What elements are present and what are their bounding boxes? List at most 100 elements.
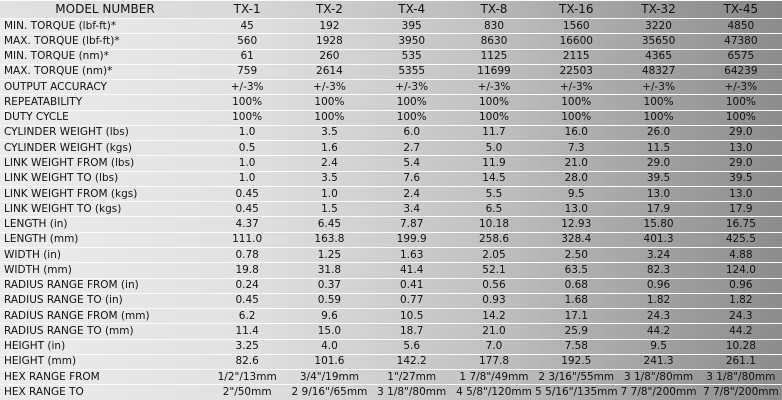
cell-value: 12.93 <box>535 216 618 233</box>
row-label: DUTY CYCLE <box>0 109 206 126</box>
cell-value: 2.4 <box>288 155 371 172</box>
table-row: OUTPUT ACCURACY +/-3% +/-3% +/-3% +/-3% +/-3%… <box>0 79 782 95</box>
table-row: LENGTH (mm) 111.0 163.8 199.9 258.6 328.4 401.… <box>0 231 782 248</box>
cell-value: 6.0 <box>370 124 453 141</box>
cell-value: 101.6 <box>288 353 371 370</box>
table-row: LINK WEIGHT FROM (lbs) 1.0 2.4 5.4 11.9 21.0 2… <box>0 155 782 172</box>
cell-value: 29.0 <box>699 155 782 172</box>
table-row: RADIUS RANGE TO (mm) 11.4 15.0 18.7 21.0 25.9… <box>0 323 782 340</box>
cell-value: 199.9 <box>370 231 453 248</box>
table-row: LENGTH (in) 4.37 6.45 7.87 10.18 12.93 15.80 16… <box>0 216 782 233</box>
cell-value: 100% <box>535 94 618 111</box>
row-label: LINK WEIGHT FROM (lbs) <box>0 155 206 172</box>
cell-value: 21.0 <box>535 155 618 172</box>
table-row: REPEATABILITY 100% 100% 100% 100% 100% 100% 100… <box>0 94 782 111</box>
table-row: RADIUS RANGE FROM (mm) 6.2 9.6 10.5 14.2 17.1… <box>0 308 782 324</box>
cell-value: 5.4 <box>370 155 453 172</box>
table-row: MAX. TORQUE (nm)* 759 2614 5355 11699 22503 48… <box>0 63 782 80</box>
row-label: MIN. TORQUE (lbf-ft)* <box>0 17 206 34</box>
row-label: REPEATABILITY <box>0 94 206 111</box>
cell-value: 3220 <box>617 17 700 34</box>
table-row: LINK WEIGHT FROM (kgs) 0.45 1.0 2.4 5.5 9.5 13… <box>0 185 782 202</box>
table-body: MIN. TORQUE (lbf-ft)* 45 192 395 830 1560 3220… <box>0 17 782 400</box>
cell-value: 4.88 <box>699 246 782 263</box>
cell-value: 10.28 <box>699 338 782 355</box>
cell-value: 11699 <box>452 63 536 80</box>
cell-value: +/-3% <box>206 79 289 95</box>
header-row: MODEL NUMBER TX-1 TX-2 TX-4 TX-8 TX-16 TX-32 TX… <box>0 0 782 19</box>
table-row: CYLINDER WEIGHT (lbs) 1.0 3.5 6.0 11.7 16.0 26… <box>0 124 782 141</box>
cell-value: 16600 <box>535 33 618 50</box>
table-row: RADIUS RANGE FROM (in) 0.24 0.37 0.41 0.56 0.… <box>0 277 782 294</box>
cell-value: 1125 <box>452 48 536 65</box>
cell-value: 0.56 <box>452 277 536 294</box>
cell-value: 1.0 <box>288 185 371 202</box>
cell-value: 2.50 <box>535 246 618 263</box>
table-row: RADIUS RANGE TO (in) 0.45 0.59 0.77 0.93 1.68… <box>0 292 782 309</box>
cell-value: 6575 <box>699 48 782 65</box>
cell-value: 6.2 <box>206 308 289 324</box>
table-row: CYLINDER WEIGHT (kgs) 0.5 1.6 2.7 5.0 7.3 11.5… <box>0 140 782 156</box>
cell-value: 3.25 <box>206 338 289 355</box>
cell-value: 45 <box>206 17 289 34</box>
row-label: MAX. TORQUE (lbf-ft)* <box>0 33 206 50</box>
cell-value: 100% <box>288 94 371 111</box>
cell-value: 5.5 <box>452 185 536 202</box>
cell-value: 1 7/8"/49mm <box>452 369 536 385</box>
cell-value: 0.41 <box>370 277 453 294</box>
cell-value: 7.6 <box>370 170 453 187</box>
cell-value: 1.82 <box>699 292 782 309</box>
cell-value: 1.63 <box>370 246 453 263</box>
cell-value: 3 1/8"/80mm <box>699 369 782 385</box>
cell-value: 425.5 <box>699 231 782 248</box>
cell-value: 830 <box>452 17 536 34</box>
cell-value: 1.0 <box>206 124 289 141</box>
cell-value: 759 <box>206 63 289 80</box>
table-row: HEX RANGE FROM 1/2"/13mm 3/4"/19mm 1"/27mm 1… <box>0 369 782 385</box>
cell-value: 100% <box>617 109 700 126</box>
cell-value: 26.0 <box>617 124 700 141</box>
row-label: LINK WEIGHT TO (lbs) <box>0 170 206 187</box>
cell-value: 100% <box>370 94 453 111</box>
cell-value: 15.0 <box>288 323 371 340</box>
cell-value: 82.6 <box>206 353 289 370</box>
row-label: HEX RANGE FROM <box>0 369 206 385</box>
cell-value: 5.6 <box>370 338 453 355</box>
cell-value: 2"/50mm <box>206 384 289 400</box>
cell-value: 9.5 <box>535 185 618 202</box>
cell-value: 47380 <box>699 33 782 50</box>
cell-value: 3 1/8"/80mm <box>617 369 700 385</box>
row-label: MAX. TORQUE (nm)* <box>0 63 206 80</box>
cell-value: 2614 <box>288 63 371 80</box>
cell-value: 0.45 <box>206 185 289 202</box>
cell-value: 100% <box>452 94 536 111</box>
row-label: MIN. TORQUE (nm)* <box>0 48 206 65</box>
row-label: RADIUS RANGE FROM (in) <box>0 277 206 294</box>
cell-value: 0.37 <box>288 277 371 294</box>
cell-value: 100% <box>288 109 371 126</box>
table-row: HEIGHT (in) 3.25 4.0 5.6 7.0 7.58 9.5 10.28 <box>0 338 782 355</box>
cell-value: 48327 <box>617 63 700 80</box>
cell-value: 261.1 <box>699 353 782 370</box>
cell-value: 4850 <box>699 17 782 34</box>
cell-value: 1.68 <box>535 292 618 309</box>
cell-value: 7 7/8"/200mm <box>699 384 782 400</box>
cell-value: 7 7/8"/200mm <box>617 384 700 400</box>
cell-value: 16.75 <box>699 216 782 233</box>
cell-value: 0.24 <box>206 277 289 294</box>
cell-value: 2.05 <box>452 246 536 263</box>
column-header: TX-16 <box>535 0 618 19</box>
cell-value: 19.8 <box>206 262 289 279</box>
cell-value: 1"/27mm <box>370 369 453 385</box>
cell-value: 1.6 <box>288 140 371 156</box>
cell-value: 24.3 <box>699 308 782 324</box>
cell-value: 163.8 <box>288 231 371 248</box>
cell-value: 6.45 <box>288 216 371 233</box>
cell-value: 28.0 <box>535 170 618 187</box>
cell-value: 2 3/16"/55mm <box>535 369 618 385</box>
cell-value: 124.0 <box>699 262 782 279</box>
table-row: MIN. TORQUE (nm)* 61 260 535 1125 2115 4365 657… <box>0 48 782 65</box>
cell-value: 177.8 <box>452 353 536 370</box>
cell-value: 0.96 <box>699 277 782 294</box>
cell-value: 2 9/16"/65mm <box>288 384 371 400</box>
